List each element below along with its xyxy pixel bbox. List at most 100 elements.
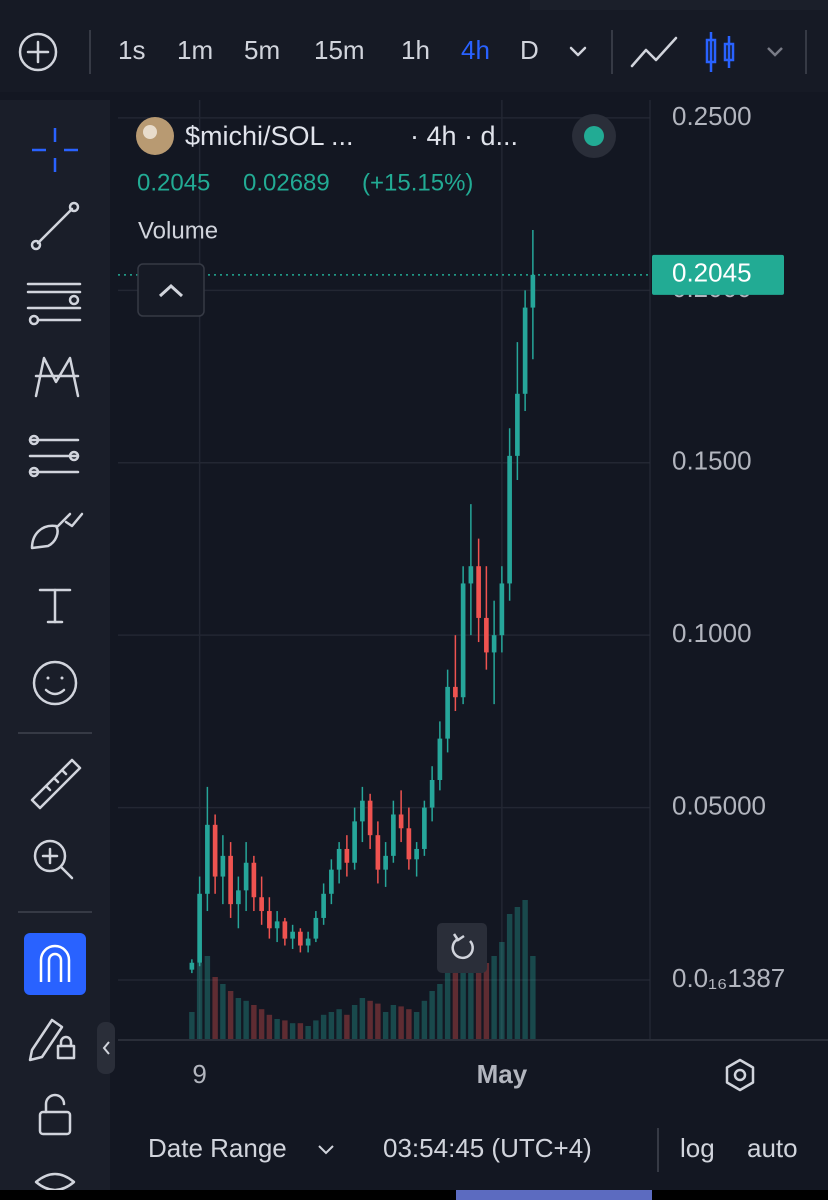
last-price-badge [652,254,784,295]
volume-bar [235,998,242,1040]
date-range-button[interactable]: Date Range [148,1133,287,1163]
candle-body [352,821,357,863]
last-price-label: 0.2045 [672,258,752,288]
candle-body [197,893,202,963]
candle-body [445,686,450,739]
interval-button[interactable]: 15m [314,35,365,65]
volume-bar [468,928,474,1040]
candle-body [212,824,218,877]
candle-body [236,890,241,905]
line-chart-icon[interactable] [630,36,678,68]
interval-button[interactable]: 1m [177,35,213,65]
magnet-tool[interactable] [24,933,86,995]
candle-body [321,893,326,918]
candle-body [251,862,257,898]
candle-body [491,635,497,653]
chart: 9May0.0₁₆13870.050000.10000.15000.20000.… [118,100,785,1089]
volume-bar [506,914,513,1040]
candle-body [305,938,311,946]
volume-bar [351,1005,358,1040]
volume-bar [530,956,536,1040]
volume-bar [297,1023,304,1040]
volume-bar [344,1014,350,1040]
volume-bar [282,1020,288,1040]
volume-bar [406,1009,412,1040]
reset-chart-button[interactable] [437,923,487,973]
candle-body [460,583,466,698]
toolbar-collapse[interactable] [97,1022,115,1074]
volume-bar [258,1009,265,1040]
footer-bar [118,1105,828,1190]
interval-button[interactable]: 1h [401,35,430,65]
add-button[interactable] [18,32,58,72]
volume-bar [413,1012,420,1040]
settings-button[interactable] [725,1058,755,1092]
auto-toggle[interactable]: auto [747,1133,798,1163]
interval-bar: 1s 1m 5m 15m 1h 4h D [118,35,539,65]
zoom-tool[interactable] [33,839,74,880]
interval-button[interactable]: D [520,35,539,65]
candle-chart-icon[interactable] [705,32,735,72]
candle-body [383,855,388,870]
legend-toggle[interactable] [137,263,205,317]
candle-body [336,848,342,870]
text-tool[interactable] [38,588,72,624]
candle-body [453,686,458,698]
crosshair-tool[interactable] [32,128,78,172]
volume-bar [499,942,505,1040]
interval-button[interactable]: 5m [244,35,280,65]
last-price: 0.2045 [137,169,210,196]
pattern-tool[interactable] [34,356,80,398]
interval-button[interactable]: 4h [461,35,490,65]
volume-bar [328,1012,335,1040]
volume-bar [266,1014,273,1040]
candle-body [267,911,272,929]
volume-bar [243,1000,249,1040]
volume-bar [382,1012,389,1040]
candle-body [499,583,505,636]
lock-drawing-tool[interactable] [28,1018,76,1062]
volume-bar [220,984,226,1040]
volume-bar [390,1005,397,1040]
candle-body [507,455,512,584]
ruler-tool[interactable] [30,758,82,810]
volume-bar [429,991,435,1040]
brush-tool[interactable] [30,512,84,550]
volume-bar [421,1000,428,1040]
volume-bar [375,1003,381,1040]
indicator-label: Volume [138,217,218,244]
interval-dropdown[interactable] [569,46,587,57]
volume-bar [320,1014,327,1040]
candle-body [259,897,264,912]
candle-body [274,921,280,929]
candle-body [367,800,373,836]
candle-body [429,780,435,808]
candle-body [406,828,412,860]
candle-body [344,848,350,863]
date-range-chevron [318,1145,334,1155]
price-change: 0.02689 [243,169,330,196]
volume-bar [251,1005,257,1040]
fib-tool[interactable] [26,282,82,326]
emoji-tool[interactable] [32,660,78,706]
volume-bar [196,963,203,1040]
top-toolbar [0,0,828,92]
lock-all-tool[interactable] [38,1093,72,1136]
volume-bar [483,963,490,1040]
log-toggle[interactable]: log [680,1133,715,1163]
candle-body [437,738,443,780]
volume-bar [491,956,497,1040]
candle-body [189,962,195,970]
prediction-tool[interactable] [28,434,80,478]
candle-body [228,855,233,905]
interval-button[interactable]: 1s [118,35,145,65]
visibility-tool[interactable] [34,1172,76,1192]
trend-line-tool[interactable] [30,201,80,251]
status-strip [530,0,828,10]
volume-bar [359,998,366,1040]
x-tick-label: May [477,1059,528,1089]
chart-type-dropdown[interactable] [767,47,783,57]
symbol-interval: · 4h · d... [410,121,518,151]
volume-bar [398,1006,404,1040]
